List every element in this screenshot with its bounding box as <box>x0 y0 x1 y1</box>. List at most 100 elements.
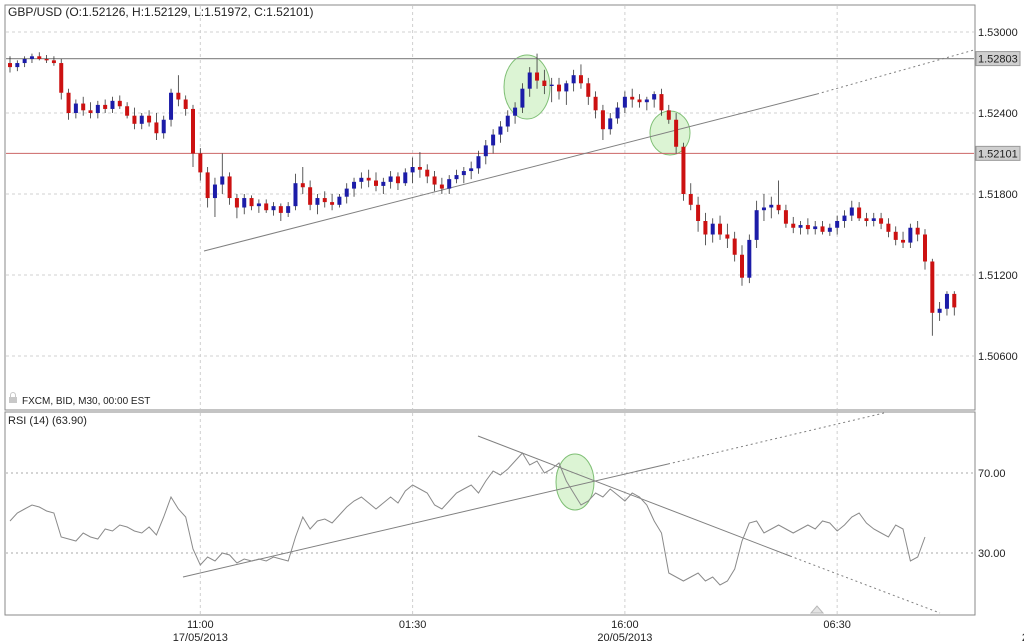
candle-body-down <box>147 115 152 123</box>
candle-body-up <box>410 167 415 173</box>
reference-line-layer <box>6 49 975 614</box>
price-tick-label: 1.51200 <box>978 270 1018 282</box>
rsi-rising-trendline <box>182 463 669 578</box>
grid-layer <box>6 6 974 614</box>
candle-body-down <box>249 198 254 207</box>
rsi-tick-label: 70.00 <box>978 468 1006 480</box>
candle-body-up <box>871 218 876 221</box>
candle-body-down <box>183 99 188 109</box>
candle-body-up <box>352 181 357 189</box>
candle-body-down <box>666 110 671 120</box>
candle-body-down <box>681 146 686 194</box>
candle-body-down <box>417 167 422 170</box>
candle-body-down <box>191 108 195 154</box>
candle-body-down <box>44 59 49 61</box>
candle-body-up <box>761 207 766 211</box>
candle-body-down <box>674 119 679 147</box>
time-tick-label: 16:00 <box>611 619 639 631</box>
candle-body-down <box>425 169 430 177</box>
candle-body-up <box>527 72 532 89</box>
candle-body-down <box>176 92 181 100</box>
candle-body-down <box>59 63 64 93</box>
event-marker-icon <box>809 605 825 614</box>
time-tick-label: 11:00 <box>187 619 214 631</box>
candle-body-down <box>125 106 130 116</box>
candle-body-down <box>132 115 137 124</box>
candle-body-up <box>564 83 569 92</box>
candle-body-up <box>403 172 408 184</box>
date-tick-label: 17/05/2013 <box>173 632 228 644</box>
candle-body-up <box>549 84 554 86</box>
candle-body-up <box>813 226 818 230</box>
candle-body-down <box>586 83 591 97</box>
candle-body-down <box>718 223 723 235</box>
candle-body-up <box>827 227 832 232</box>
candle-body-down <box>395 176 400 184</box>
candle-body-down <box>783 210 788 224</box>
candle-body-down <box>37 56 42 59</box>
candle-body-down <box>300 183 305 188</box>
price-badge-label: 1.52803 <box>978 54 1018 66</box>
price-tick-label: 1.52400 <box>978 108 1018 120</box>
candle-body-down <box>88 110 93 113</box>
candle-body-down <box>696 204 701 221</box>
candle-body-down <box>915 227 920 235</box>
candle-body-up <box>622 96 627 108</box>
candle-body-up <box>754 210 759 240</box>
rsi-falling-trendline-extension <box>789 555 941 614</box>
candle-body-up <box>644 99 649 103</box>
candle-body-down <box>930 261 935 313</box>
candle-body-down <box>732 238 737 255</box>
candle-body-up <box>608 118 613 130</box>
candle-body-down <box>820 226 825 232</box>
candle-body-up <box>447 179 452 189</box>
candle-body-up <box>212 184 217 199</box>
candle-body-up <box>381 181 386 186</box>
rsi-series <box>9 452 926 586</box>
candle-body-up <box>461 171 466 176</box>
candle-body-down <box>432 176 437 185</box>
candle-body-up <box>256 203 261 207</box>
candlestick-series <box>8 52 957 336</box>
rsi-tick-label: 30.00 <box>978 548 1006 560</box>
candle-body-down <box>725 234 730 239</box>
candle-body-down <box>659 94 664 111</box>
rising-trendline-extension <box>816 49 975 95</box>
candle-body-down <box>600 110 605 130</box>
candle-body-up <box>615 107 620 119</box>
candle-body-up <box>944 293 949 309</box>
candle-body-down <box>66 92 71 113</box>
candle-body-up <box>161 119 166 134</box>
time-tick-label: 01:30 <box>399 619 427 631</box>
candle-body-down <box>154 122 159 134</box>
candle-body-down <box>330 202 335 205</box>
candle-body-down <box>557 84 561 92</box>
candle-body-up <box>469 168 474 172</box>
candle-body-up <box>710 223 715 235</box>
candle-body-up <box>169 92 174 120</box>
candle-body-down <box>791 223 796 228</box>
candle-body-down <box>864 218 869 221</box>
candle-body-down <box>740 254 744 278</box>
candle-body-down <box>703 221 708 235</box>
candle-body-up <box>483 145 488 157</box>
candle-body-down <box>952 293 957 308</box>
highlight-circle <box>555 453 595 511</box>
price-chart-title: GBP/USD (O:1.52126, H:1.52129, L:1.51972… <box>8 5 314 19</box>
candle-body-up <box>908 227 913 243</box>
price-tick-label: 1.51800 <box>978 189 1018 201</box>
candle-body-down <box>103 104 108 109</box>
rising-trendline <box>203 93 818 252</box>
rsi-rising-trendline-extension <box>667 412 885 465</box>
candle-body-up <box>842 215 847 221</box>
candle-body-up <box>139 115 144 124</box>
price-tick-label: 1.50600 <box>978 351 1018 363</box>
candle-body-up <box>110 100 115 109</box>
candle-body-up <box>520 88 525 108</box>
candle-body-up <box>22 59 27 64</box>
candle-body-down <box>776 204 781 211</box>
candle-body-down <box>923 234 927 262</box>
candle-body-up <box>937 308 942 313</box>
candle-body-down <box>322 198 327 203</box>
